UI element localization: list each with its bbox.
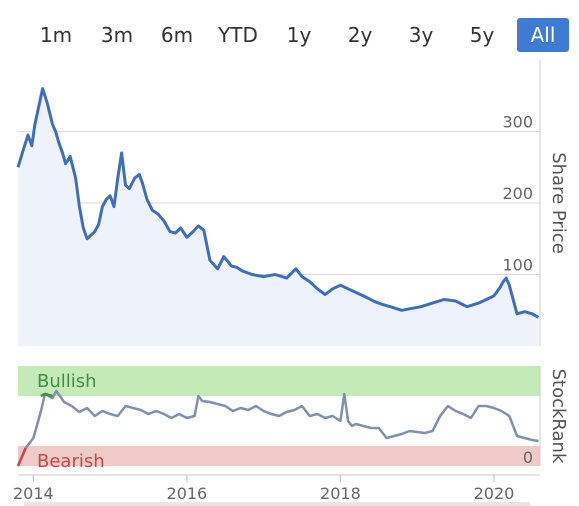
range-button-ytd[interactable]: YTD (218, 23, 258, 47)
price-tick-label: 300 (502, 113, 533, 132)
range-button-5y[interactable]: 5y (469, 23, 495, 47)
stockrank-axis-label: StockRank (548, 369, 569, 464)
price-tick-label: 200 (502, 184, 533, 203)
price-tick-label: 100 (502, 256, 533, 275)
range-button-3m[interactable]: 3m (100, 23, 134, 47)
x-tick-label: 2020 (474, 484, 515, 503)
rank-tick-label: 0 (523, 448, 533, 467)
stockrank-panel: Bullish Bearish 0 StockRank (16, 366, 569, 472)
price-panel: 0100200300Share Price (16, 60, 569, 346)
x-tick-label: 2018 (320, 484, 361, 503)
price-axis-label: Share Price (548, 152, 569, 254)
range-button-3y[interactable]: 3y (408, 23, 434, 47)
price-area-fill (18, 88, 539, 346)
range-button-all[interactable]: All (517, 18, 569, 52)
stockrank-line (16, 389, 539, 467)
navigator-strip (24, 502, 530, 506)
stockrank-bullish-segment (40, 392, 53, 398)
range-button-1y[interactable]: 1y (286, 23, 312, 47)
x-axis: 2014 2016 2018 2020 (13, 474, 540, 506)
range-button-1m[interactable]: 1m (39, 23, 73, 47)
zone-label-bullish: Bullish (37, 371, 97, 392)
x-tick-label: 2014 (13, 484, 54, 503)
range-button-6m[interactable]: 6m (160, 23, 194, 47)
zone-band-bullish (18, 366, 540, 396)
x-tick-label: 2016 (167, 484, 208, 503)
price-line (16, 87, 540, 319)
range-selector: 1m 3m 6m YTD 1y 2y 3y 5y All (0, 14, 579, 52)
zone-band-bearish (18, 446, 540, 466)
range-button-2y[interactable]: 2y (347, 23, 373, 47)
zone-label-bearish: Bearish (37, 451, 105, 472)
stockrank-bearish-segment (16, 447, 27, 467)
